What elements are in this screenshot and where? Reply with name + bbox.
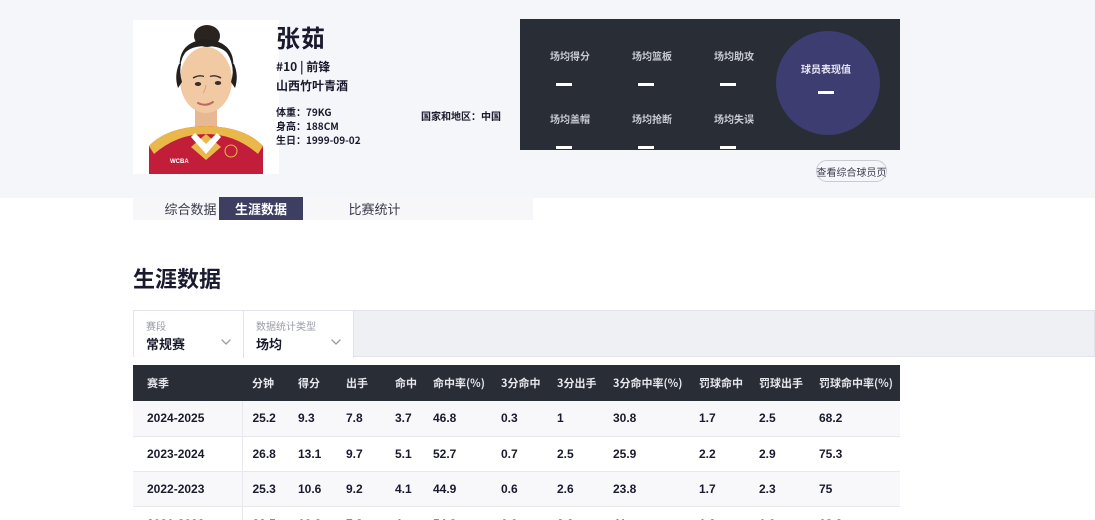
svg-text:WCBA: WCBA (170, 159, 189, 165)
